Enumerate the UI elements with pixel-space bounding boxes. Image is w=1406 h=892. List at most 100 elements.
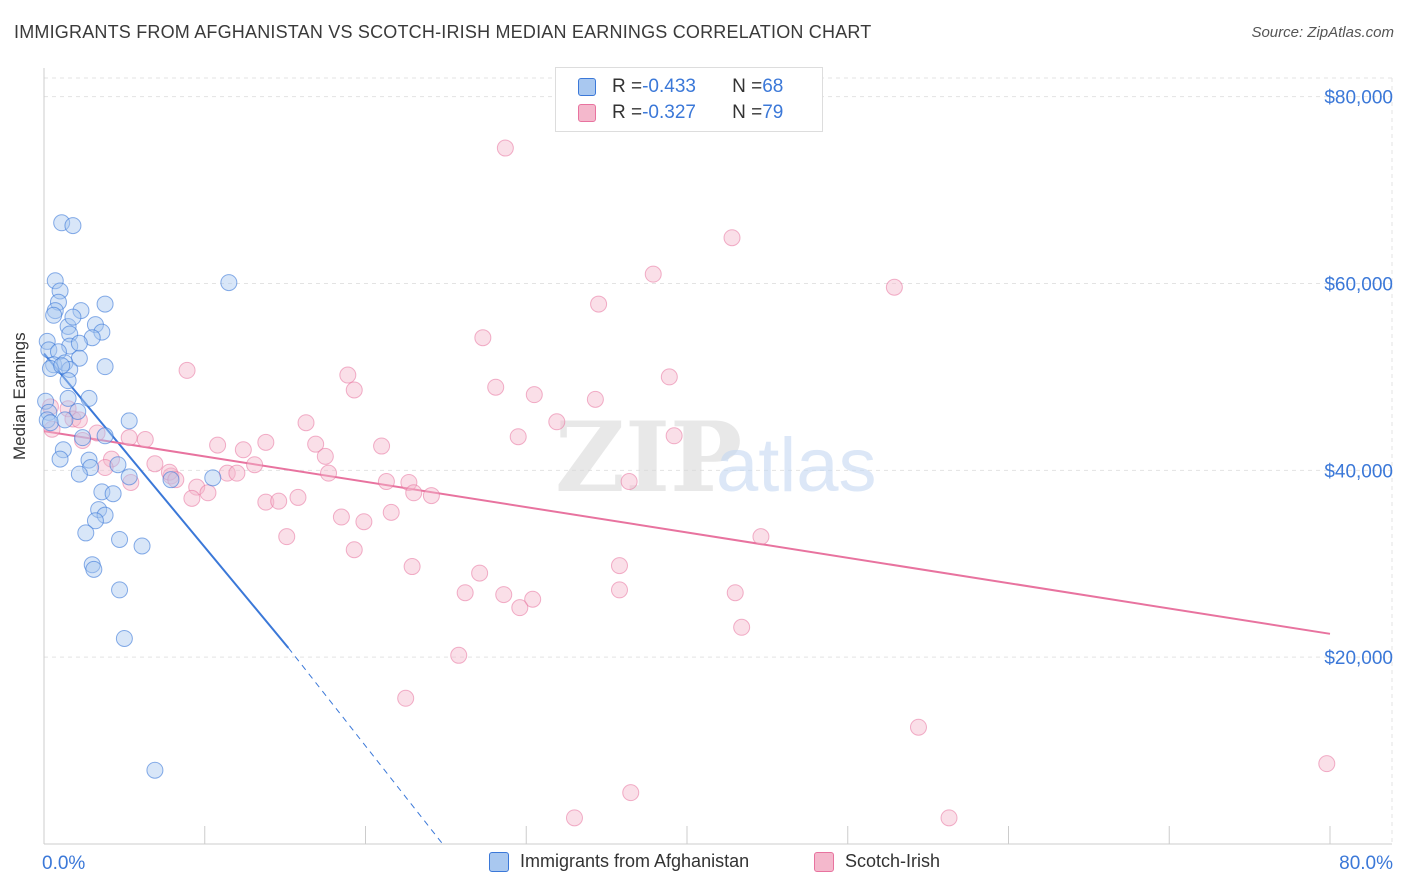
data-point-afghanistan xyxy=(96,295,114,313)
legend-swatch-blue xyxy=(489,851,509,872)
trend-line-scotch-irish xyxy=(43,430,1331,635)
trend-line-afghanistan xyxy=(43,352,444,845)
data-point-scotch-irish xyxy=(456,584,474,602)
chart-title: IMMIGRANTS FROM AFGHANISTAN VS SCOTCH-IR… xyxy=(14,22,872,42)
data-point-afghanistan xyxy=(86,512,104,530)
data-point-afghanistan xyxy=(146,761,164,779)
data-point-scotch-irish xyxy=(345,381,363,399)
data-point-afghanistan xyxy=(59,372,77,390)
data-point-scotch-irish xyxy=(146,455,164,473)
y-tick-label: $80,000 xyxy=(1324,88,1393,109)
data-point-scotch-irish xyxy=(644,265,662,283)
data-point-scotch-irish xyxy=(234,441,252,459)
data-point-scotch-irish xyxy=(403,558,421,576)
axes xyxy=(43,68,1392,845)
data-point-scotch-irish xyxy=(400,473,418,491)
data-point-scotch-irish xyxy=(43,420,61,438)
watermark: ZIP atlas xyxy=(555,401,877,514)
data-point-scotch-irish xyxy=(355,513,373,531)
legend-label-afghanistan: Immigrants from Afghanistan xyxy=(520,851,750,871)
data-point-scotch-irish xyxy=(228,464,246,482)
data-point-scotch-irish xyxy=(297,414,315,432)
legend-row-afghanistan: R = -0.433 N = 68 xyxy=(578,75,783,99)
data-point-scotch-irish xyxy=(136,431,154,449)
legend-swatch-pink xyxy=(578,104,596,122)
data-point-scotch-irish xyxy=(405,484,423,502)
data-point-afghanistan xyxy=(53,214,71,232)
data-point-scotch-irish xyxy=(620,473,638,491)
data-point-afghanistan xyxy=(204,469,222,487)
data-point-afghanistan xyxy=(83,329,101,347)
data-point-afghanistan xyxy=(80,389,98,407)
tick-labels: $20,000 $40,000 $60,000 $80,000 0.0% 80.0% xyxy=(42,88,1393,874)
data-point-afghanistan xyxy=(59,389,77,407)
data-point-afghanistan xyxy=(61,337,79,355)
legend-n-value: 79 xyxy=(762,102,784,123)
data-point-scotch-irish xyxy=(548,413,566,431)
data-point-scotch-irish xyxy=(726,584,744,602)
data-point-scotch-irish xyxy=(524,590,542,608)
data-point-afghanistan xyxy=(96,427,114,445)
data-point-afghanistan xyxy=(46,272,64,290)
data-point-scotch-irish xyxy=(723,229,741,247)
data-point-scotch-irish xyxy=(622,784,640,802)
data-point-scotch-irish xyxy=(345,541,363,559)
legend-n-label: N = xyxy=(732,102,763,123)
data-point-scotch-irish xyxy=(120,429,138,447)
data-point-scotch-irish xyxy=(511,599,529,617)
data-point-afghanistan xyxy=(162,471,180,489)
legend-swatch-blue xyxy=(578,78,596,96)
legend-r-label: R = xyxy=(612,102,643,123)
data-point-afghanistan xyxy=(133,537,151,555)
watermark-zip: ZIP xyxy=(555,401,742,514)
data-point-scotch-irish xyxy=(199,484,217,502)
data-point-afghanistan xyxy=(37,392,55,410)
data-point-afghanistan xyxy=(115,629,133,647)
data-point-afghanistan xyxy=(64,217,82,235)
data-point-scotch-irish xyxy=(332,508,350,526)
data-point-afghanistan xyxy=(38,332,56,350)
data-point-scotch-irish xyxy=(209,436,227,454)
legend-item-afghanistan: Immigrants from Afghanistan xyxy=(489,851,749,872)
data-point-afghanistan xyxy=(56,411,74,429)
data-point-afghanistan xyxy=(45,306,63,324)
data-point-afghanistan xyxy=(109,456,127,474)
data-point-scotch-irish xyxy=(320,464,338,482)
data-point-afghanistan xyxy=(38,411,56,429)
data-point-afghanistan xyxy=(96,506,114,524)
data-point-afghanistan xyxy=(85,560,103,578)
data-point-scotch-irish xyxy=(178,361,196,379)
data-point-afghanistan xyxy=(90,501,108,519)
legend-label-scotch-irish: Scotch-Irish xyxy=(845,851,941,871)
data-point-scotch-irish xyxy=(59,400,77,418)
data-point-scotch-irish xyxy=(450,646,468,664)
data-point-scotch-irish xyxy=(487,378,505,396)
data-point-scotch-irish xyxy=(70,411,88,429)
y-tick-label: $40,000 xyxy=(1324,461,1393,482)
data-point-scotch-irish xyxy=(103,450,121,468)
data-point-afghanistan xyxy=(64,308,82,326)
data-point-scotch-irish xyxy=(246,456,264,474)
data-point-scotch-irish xyxy=(733,618,751,636)
data-point-scotch-irish xyxy=(257,493,275,511)
data-point-afghanistan xyxy=(220,274,238,292)
y-tick-label: $20,000 xyxy=(1324,648,1393,669)
data-point-afghanistan xyxy=(74,429,92,447)
x-tick-label: 80.0% xyxy=(1339,853,1393,874)
data-point-scotch-irish xyxy=(1318,755,1336,773)
data-point-afghanistan xyxy=(41,414,59,432)
data-point-scotch-irish xyxy=(397,689,415,707)
data-point-scotch-irish xyxy=(471,564,489,582)
data-point-scotch-irish xyxy=(909,718,927,736)
data-point-afghanistan xyxy=(120,412,138,430)
data-point-scotch-irish xyxy=(377,473,395,491)
data-point-afghanistan xyxy=(111,530,129,548)
data-point-scotch-irish xyxy=(940,809,958,827)
data-point-scotch-irish xyxy=(660,368,678,386)
legend-n-label: N = xyxy=(732,76,763,97)
data-point-afghanistan xyxy=(69,402,87,420)
trend-line-solid xyxy=(43,352,290,649)
legend-item-scotch-irish: Scotch-Irish xyxy=(814,851,940,872)
data-point-scotch-irish xyxy=(565,809,583,827)
data-point-scotch-irish xyxy=(307,435,325,453)
